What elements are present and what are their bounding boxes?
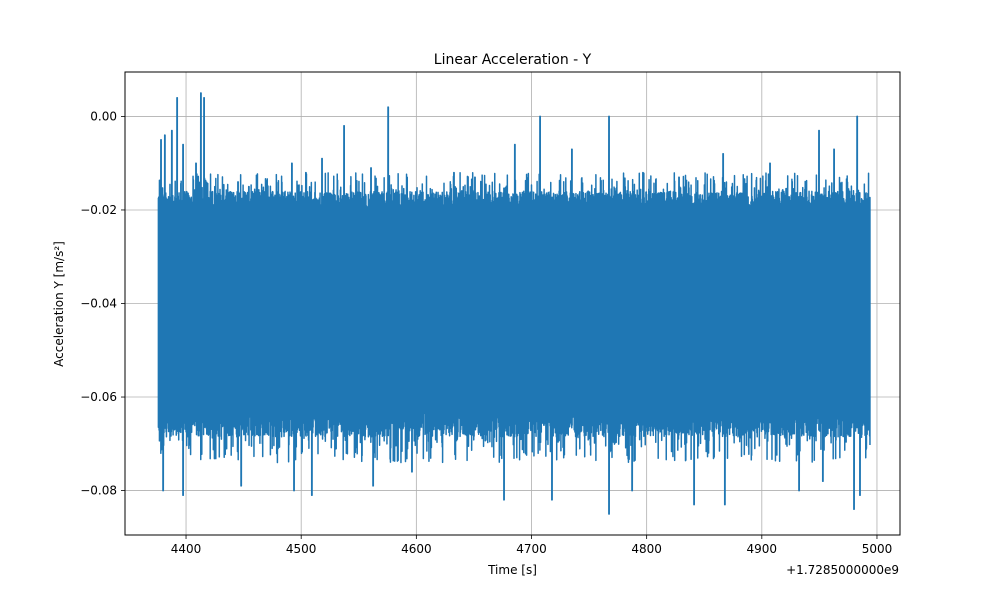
x-tick-label: 4600	[401, 542, 432, 556]
x-tick-label: 5000	[862, 542, 893, 556]
y-tick-label: −0.08	[80, 484, 117, 498]
x-tick-label: 4900	[747, 542, 778, 556]
x-tick-label: 4400	[171, 542, 202, 556]
y-tick-label: −0.06	[80, 390, 117, 404]
y-tick-label: 0.00	[90, 109, 117, 123]
x-axis-label: Time [s]	[487, 563, 537, 577]
axis-ticks: 4400 4500 4600 4700 4800 4900 5000 0.00 −0.02 −0.…	[80, 109, 892, 556]
x-tick-label: 4500	[286, 542, 317, 556]
y-axis-label: Acceleration Y [m/s²]	[52, 241, 66, 367]
chart-title: Linear Acceleration - Y	[434, 52, 592, 68]
y-tick-label: −0.02	[80, 203, 117, 217]
x-tick-label: 4800	[631, 542, 662, 556]
y-tick-label: −0.04	[80, 297, 117, 311]
x-offset-label: +1.7285000000e9	[786, 563, 899, 577]
x-tick-label: 4700	[516, 542, 547, 556]
series-acceleration-y	[157, 92, 871, 515]
series-line	[157, 92, 871, 515]
